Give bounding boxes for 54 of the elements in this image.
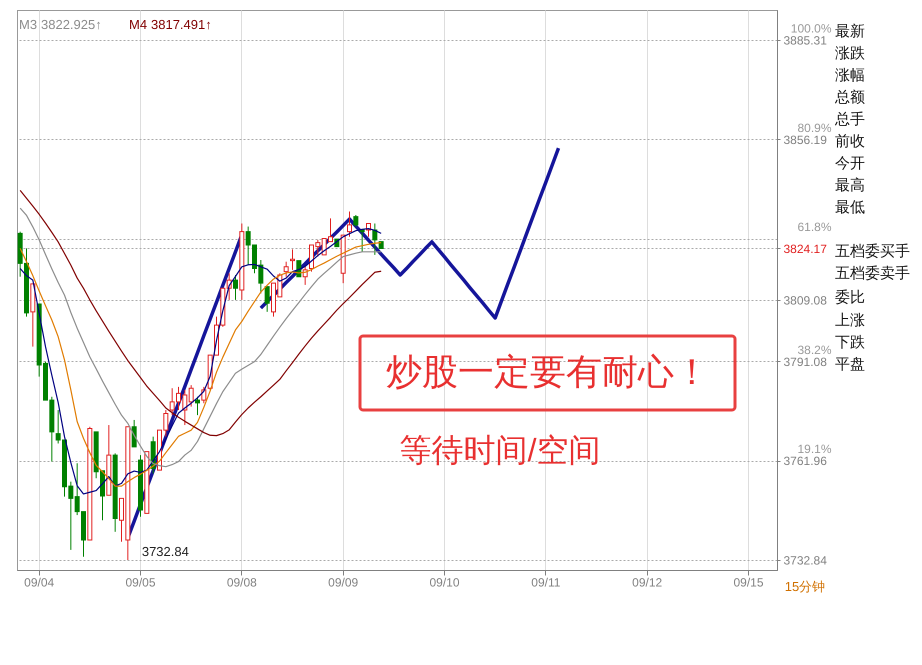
y2-tick-label: 19.1%: [797, 442, 832, 456]
x-tick-label: 09/09: [328, 576, 359, 590]
y2-tick-label: 38.2%: [797, 342, 832, 357]
text: 今开: [835, 155, 865, 172]
annotation: 3732.84: [142, 544, 189, 559]
annotation: 等待时间/空间: [400, 432, 600, 468]
line-series: [20, 208, 382, 468]
line-series: [259, 146, 560, 320]
text: 涨幅: [835, 67, 865, 84]
x-tick-label: 09/12: [632, 576, 663, 590]
text: M3: [19, 17, 38, 32]
text: 15分钟: [784, 579, 826, 594]
x-tick-label: 09/10: [429, 576, 460, 590]
y-tick-label: 3732.84: [784, 553, 828, 568]
text: 五档委买手: [835, 243, 910, 260]
text: 最低: [835, 199, 865, 216]
line-series: [20, 190, 382, 436]
x-tick-label: 09/15: [733, 576, 764, 590]
y-tick-label: 3856.19: [784, 132, 828, 147]
text: 平盘: [835, 356, 865, 373]
text: 上涨: [835, 312, 865, 329]
text: 总手: [834, 111, 865, 128]
y-tick-label: 3885.31: [784, 33, 828, 48]
text: M4: [129, 17, 148, 32]
text: 委比: [835, 289, 865, 306]
annotation: 3822.925↑: [41, 17, 102, 32]
candlestick: [372, 222, 378, 256]
x-tick-label: 09/04: [24, 576, 55, 590]
text: 总额: [834, 89, 865, 106]
candlestick: [284, 261, 289, 278]
y-tick-label: 3809.08: [784, 293, 828, 308]
text: 涨跌: [835, 45, 865, 62]
x-tick-label: 09/11: [531, 576, 561, 590]
candlestick: [264, 286, 270, 312]
y2-tick-label: 100.0%: [790, 22, 832, 36]
text: 前收: [835, 133, 865, 150]
y2-tick-label: 80.9%: [797, 120, 832, 135]
candlestick: [290, 248, 295, 270]
x-tick-label: 09/05: [125, 576, 156, 590]
text: 五档委卖手: [835, 265, 910, 282]
candlestick: [347, 211, 352, 238]
y-tick-label: 3761.96: [784, 454, 828, 468]
text: 最高: [835, 177, 865, 194]
text: 下跌: [835, 334, 865, 351]
candlestick: [353, 214, 358, 228]
annotation: 炒股一定要有耐心！: [386, 351, 710, 392]
y-tick-label: 3791.08: [784, 354, 828, 369]
x-tick-label: 09/08: [226, 576, 258, 590]
candlestick: [195, 396, 200, 416]
candlestick: [233, 274, 238, 300]
y2-tick-label: 61.8%: [797, 220, 832, 234]
annotation: 3817.491↑: [151, 17, 212, 32]
y-tick-label: 3824.17: [784, 242, 828, 256]
text: 最新: [835, 23, 865, 40]
